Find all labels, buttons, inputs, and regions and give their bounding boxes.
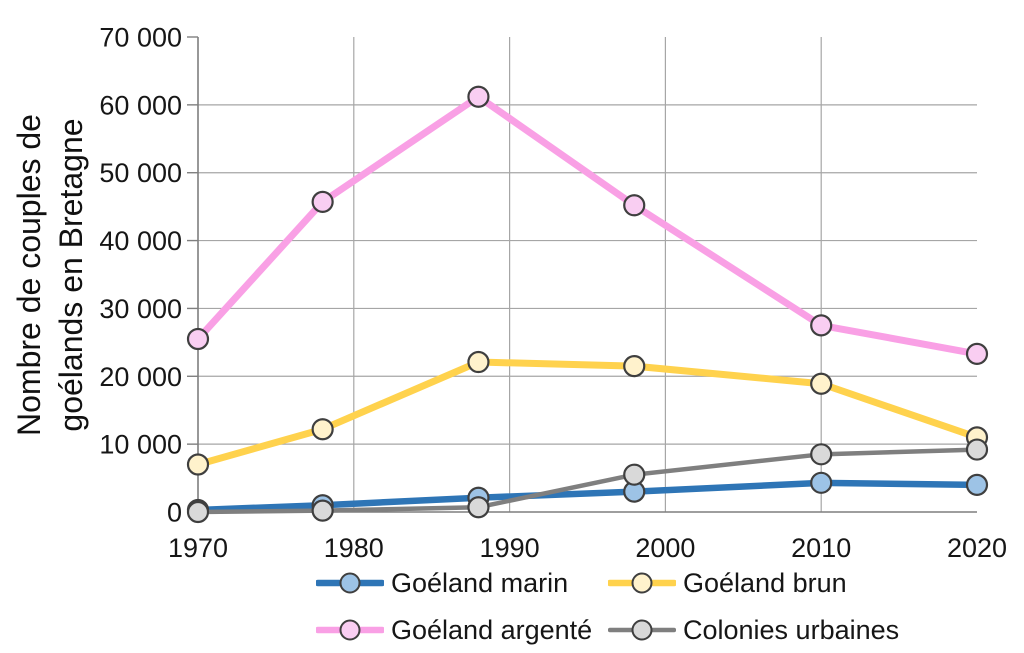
data-point-goeland-argente — [186, 327, 210, 351]
legend-swatch-goeland-marin — [316, 572, 384, 594]
series-line-goeland-marin — [197, 479, 978, 514]
legend-item-colonies-urbaines: Colonies urbaines — [608, 610, 899, 650]
data-point-colonies-urbaines — [186, 500, 210, 524]
legend-marker-goeland-brun — [631, 572, 653, 594]
legend-item-goeland-brun: Goéland brun — [608, 563, 899, 603]
legend-label-colonies-urbaines: Colonies urbaines — [683, 614, 900, 645]
y-axis-tick-label: 0 — [167, 498, 182, 528]
legend: Goéland marin Goéland brun Goéland argenté… — [316, 563, 899, 650]
data-point-goeland-brun — [810, 372, 833, 395]
y-axis-tick-label: 60 000 — [99, 90, 182, 120]
legend-marker-goeland-marin — [339, 572, 361, 594]
legend-marker-goeland-argente — [339, 619, 361, 641]
data-point-goeland-marin — [810, 471, 833, 494]
x-axis-tick-label: 1990 — [480, 533, 540, 563]
x-axis-tick-label: 2010 — [791, 533, 851, 563]
series-line-colonies-urbaines — [197, 447, 978, 515]
data-point-colonies-urbaines — [810, 443, 833, 466]
x-axis-tick-label: 1980 — [324, 533, 384, 563]
y-axis-tick-label: 20 000 — [99, 362, 182, 392]
data-point-goeland-brun — [623, 355, 646, 378]
data-point-goeland-brun — [467, 350, 490, 374]
legend-label-goeland-argente: Goéland argenté — [391, 614, 593, 645]
legend-item-goeland-argente: Goéland argenté — [316, 610, 608, 650]
y-axis-tick-label: 10 000 — [99, 430, 182, 460]
data-point-colonies-urbaines — [623, 463, 646, 486]
data-point-goeland-argente — [965, 342, 989, 365]
data-point-goeland-argente — [467, 85, 490, 108]
series-line-goeland-brun — [197, 358, 979, 468]
data-point-colonies-urbaines — [467, 496, 490, 519]
legend-swatch-goeland-argente — [316, 619, 384, 641]
data-point-goeland-marin — [965, 473, 989, 496]
legend-swatch-colonies-urbaines — [608, 619, 676, 641]
x-axis-tick-label: 1970 — [168, 533, 228, 563]
data-point-colonies-urbaines — [311, 499, 334, 522]
data-point-goeland-brun — [311, 418, 334, 441]
y-axis-tick-label: 30 000 — [99, 294, 182, 324]
data-point-goeland-argente — [810, 314, 833, 337]
legend-item-goeland-marin: Goéland marin — [316, 563, 608, 603]
data-point-colonies-urbaines — [965, 438, 989, 461]
legend-label-goeland-marin: Goéland marin — [391, 567, 569, 598]
y-axis-tick-label: 70 000 — [99, 23, 182, 53]
data-point-goeland-argente — [623, 194, 646, 217]
x-axis-tick-label: 2020 — [947, 533, 1007, 563]
series-line-goeland-argente — [195, 93, 978, 358]
data-point-goeland-brun — [186, 453, 210, 476]
legend-label-goeland-brun: Goéland brun — [683, 567, 847, 598]
y-axis-tick-label: 40 000 — [99, 226, 182, 256]
legend-swatch-goeland-brun — [608, 572, 676, 594]
data-point-goeland-argente — [311, 190, 334, 213]
y-axis-tick-label: 50 000 — [99, 158, 182, 188]
legend-marker-colonies-urbaines — [631, 619, 653, 641]
x-axis-tick-label: 2000 — [635, 533, 695, 563]
